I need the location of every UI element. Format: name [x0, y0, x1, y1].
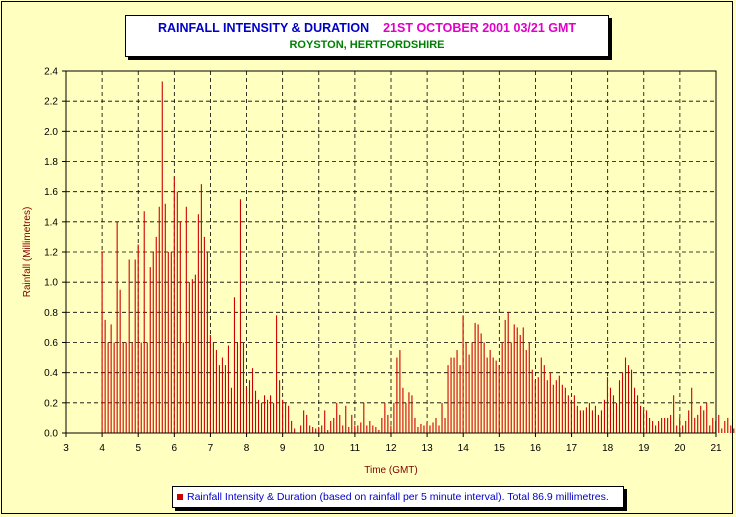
chart-bars — [101, 81, 735, 433]
x-tick-label: 6 — [172, 443, 178, 454]
y-tick-label: 0.2 — [44, 398, 58, 409]
chart-title-box: RAINFALL INTENSITY & DURATION 21ST OCTOBE… — [125, 15, 609, 57]
y-tick-label: 1.8 — [44, 157, 58, 168]
chart-title-date: 21ST OCTOBER 2001 03/21 GMT — [383, 21, 577, 35]
y-tick-label: 0.8 — [44, 308, 58, 319]
chart-subtitle: ROYSTON, HERTFORDSHIRE — [289, 39, 445, 51]
legend-text: Rainfall Intensity & Duration (based on … — [187, 491, 609, 503]
chart-legend: Rainfall Intensity & Duration (based on … — [172, 486, 624, 508]
y-tick-label: 1.0 — [44, 278, 58, 289]
y-tick-label: 1.2 — [44, 248, 58, 259]
chart-title: RAINFALL INTENSITY & DURATION 21ST OCTOBE… — [126, 21, 608, 35]
y-tick-label: 0.6 — [44, 338, 58, 349]
x-tick-label: 9 — [280, 443, 286, 454]
x-tick-label: 3 — [63, 443, 69, 454]
x-tick-label: 21 — [710, 443, 722, 454]
y-tick-label: 2.2 — [44, 97, 58, 108]
x-tick-label: 14 — [458, 443, 470, 454]
x-tick-label: 11 — [350, 443, 361, 454]
y-tick-label: 2.0 — [44, 127, 58, 138]
chart-title-main: RAINFALL INTENSITY & DURATION — [157, 21, 370, 35]
x-tick-label: 12 — [385, 443, 397, 454]
y-tick-label: 1.6 — [44, 187, 58, 198]
x-tick-label: 13 — [422, 443, 434, 454]
chart-grid — [66, 71, 716, 433]
x-tick-label: 16 — [530, 443, 542, 454]
x-tick-label: 8 — [244, 443, 250, 454]
x-tick-label: 17 — [566, 443, 578, 454]
x-tick-label: 4 — [99, 443, 105, 454]
x-axis-label: Time (GMT) — [364, 465, 418, 476]
chart-axes — [62, 70, 717, 437]
y-axis-label: Rainfall (Millimetres) — [22, 207, 33, 298]
x-tick-label: 18 — [602, 443, 614, 454]
x-tick-label: 10 — [313, 443, 325, 454]
x-tick-label: 7 — [208, 443, 214, 454]
x-tick-label: 20 — [674, 443, 686, 454]
x-tick-label: 15 — [494, 443, 506, 454]
y-tick-label: 0.4 — [44, 368, 58, 379]
x-tick-label: 5 — [135, 443, 141, 454]
legend-swatch — [177, 494, 183, 501]
x-tick-label: 19 — [638, 443, 650, 454]
chart-tick-labels: 0.0 0.2 0.4 0.6 0.8 1.0 1.2 1.4 1.6 1.8 2.0 2.2 2.4 3… — [44, 67, 722, 455]
y-tick-label: 0.0 — [44, 429, 58, 440]
y-tick-label: 2.4 — [44, 67, 58, 78]
y-tick-label: 1.4 — [44, 217, 58, 228]
